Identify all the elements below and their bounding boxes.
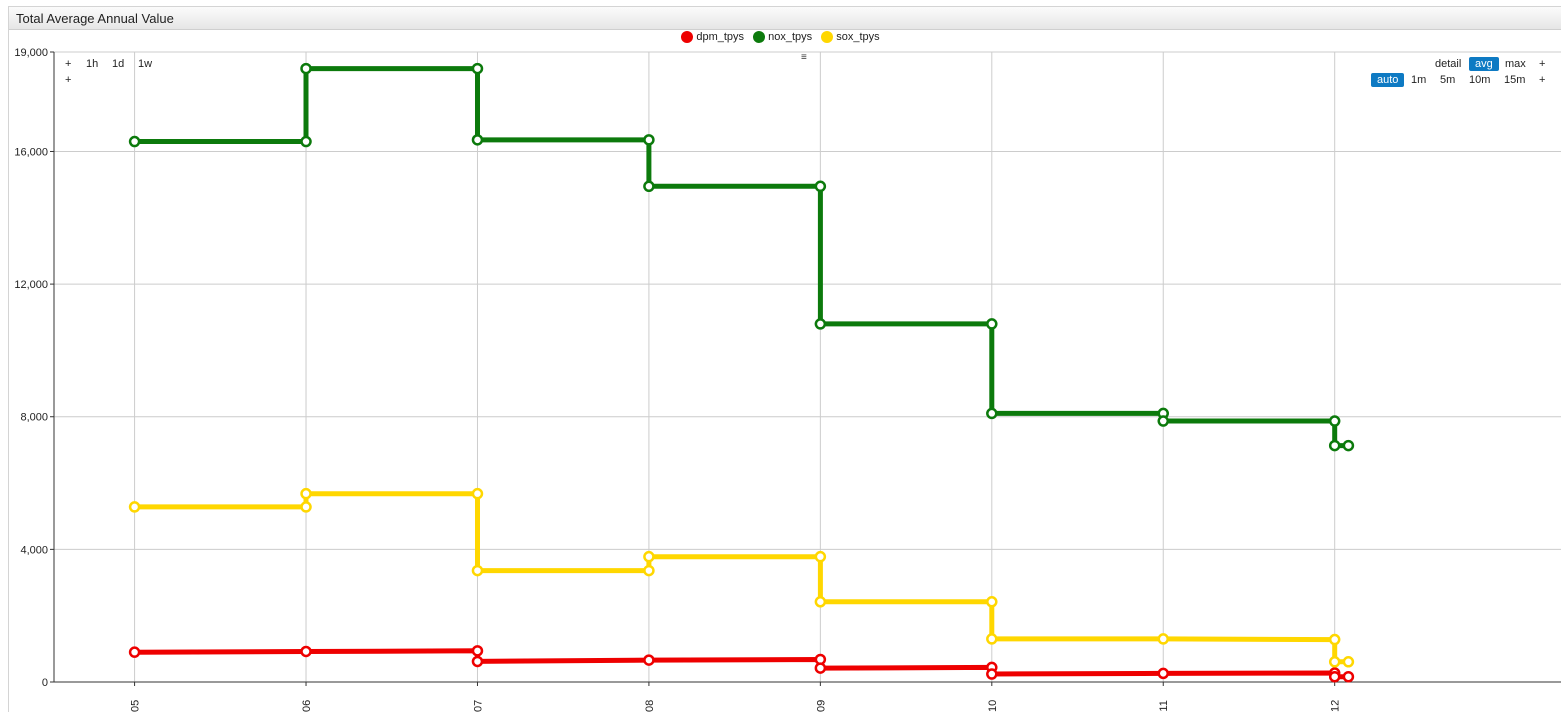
legend-item-dpm[interactable]: dpm_tpys xyxy=(681,31,744,43)
legend-label: sox_tpys xyxy=(836,31,880,43)
range-1h-button[interactable]: 1h xyxy=(86,58,99,70)
legend-dot-icon xyxy=(753,31,766,43)
chart-legend: dpm_tpys nox_tpys sox_tpys xyxy=(0,31,1561,46)
period-1m-button[interactable]: 1m xyxy=(1411,74,1427,86)
aggregation-avg-button[interactable]: avg xyxy=(1469,57,1499,71)
panel-frame xyxy=(8,6,1561,712)
panel-title: Total Average Annual Value xyxy=(16,11,174,26)
panel-header: Total Average Annual Value xyxy=(9,7,1561,30)
legend-dot-icon xyxy=(821,31,834,43)
aggregation-detail-button[interactable]: detail xyxy=(1435,58,1462,70)
legend-item-nox[interactable]: nox_tpys xyxy=(753,31,812,43)
zoom-in-top-button[interactable]: + xyxy=(65,58,72,70)
period-5m-button[interactable]: 5m xyxy=(1440,74,1456,86)
period-10m-button[interactable]: 10m xyxy=(1469,74,1491,86)
range-1w-button[interactable]: 1w xyxy=(138,58,153,70)
legend-item-sox[interactable]: sox_tpys xyxy=(821,31,880,43)
legend-label: nox_tpys xyxy=(768,31,813,43)
legend-dot-icon xyxy=(681,31,694,43)
period-15m-button[interactable]: 15m xyxy=(1504,74,1526,86)
range-1d-button[interactable]: 1d xyxy=(112,58,125,70)
add-period-button[interactable]: + xyxy=(1539,74,1546,86)
zoom-in-bottom-button[interactable]: + xyxy=(65,74,72,86)
add-aggregation-button[interactable]: + xyxy=(1539,58,1546,70)
hamburger-menu-icon[interactable]: ≡ xyxy=(801,52,807,63)
legend-label: dpm_tpys xyxy=(696,31,745,43)
aggregation-max-button[interactable]: max xyxy=(1505,58,1526,70)
period-auto-button[interactable]: auto xyxy=(1371,73,1405,87)
